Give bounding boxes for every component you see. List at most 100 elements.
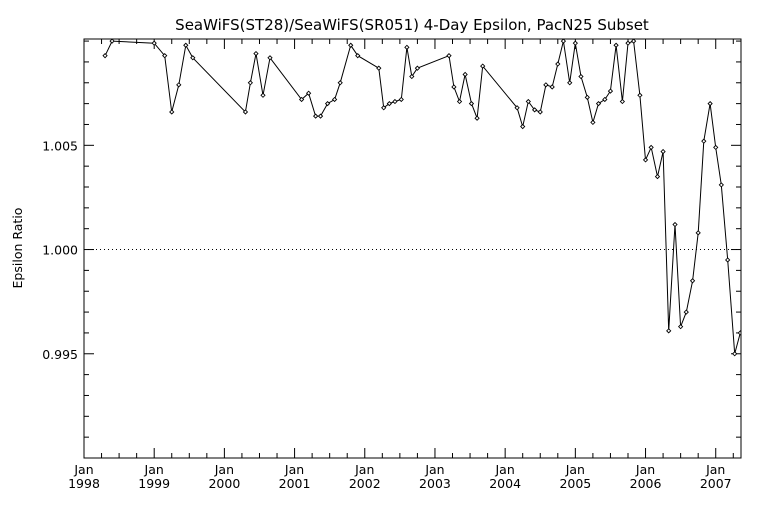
data-point xyxy=(462,71,468,78)
data-point xyxy=(247,80,253,86)
x-tick-label-month: Jan xyxy=(565,462,585,477)
y-axis-label: Epsilon Ratio xyxy=(10,208,25,289)
data-point xyxy=(109,39,115,44)
x-tick-label-year: 2006 xyxy=(630,476,662,491)
data-point xyxy=(355,53,361,59)
x-tick-label-month: Jan xyxy=(214,462,234,477)
data-point xyxy=(672,221,678,228)
data-point xyxy=(642,157,649,163)
data-point xyxy=(695,230,701,236)
data-point xyxy=(560,39,567,44)
epsilon-series-line xyxy=(104,40,741,354)
data-point xyxy=(376,65,382,71)
plot-area xyxy=(102,39,741,357)
data-point xyxy=(176,82,182,88)
data-point xyxy=(607,88,614,94)
y-tick-label: 1.000 xyxy=(42,243,78,258)
data-point xyxy=(190,55,196,61)
x-tick-label-year: 1998 xyxy=(68,476,100,491)
data-point xyxy=(260,92,266,98)
data-point xyxy=(520,123,526,130)
data-point xyxy=(654,173,661,180)
data-point xyxy=(446,53,452,59)
x-tick-label-year: 1999 xyxy=(138,476,170,491)
data-point xyxy=(392,98,398,105)
x-tick-label-month: Jan xyxy=(284,462,304,477)
data-point xyxy=(404,44,410,50)
data-point xyxy=(732,351,738,357)
axis-ticks xyxy=(83,39,741,459)
x-tick-label-month: Jan xyxy=(144,462,164,477)
x-tick-label-year: 2003 xyxy=(419,476,451,491)
tick-labels: 0.9951.0001.005Jan1998Jan1999Jan2000Jan2… xyxy=(42,138,731,491)
data-point xyxy=(660,148,666,155)
data-point xyxy=(555,61,561,67)
x-tick-label-year: 2004 xyxy=(489,476,521,491)
x-tick-label-month: Jan xyxy=(73,462,93,477)
data-point xyxy=(677,324,684,330)
data-point xyxy=(474,115,480,121)
data-point xyxy=(398,96,404,103)
x-tick-label-month: Jan xyxy=(705,462,725,477)
data-point xyxy=(701,138,707,144)
data-point xyxy=(324,100,331,107)
data-point xyxy=(625,40,631,46)
data-point xyxy=(666,328,672,334)
data-point xyxy=(637,92,643,98)
data-point xyxy=(451,84,457,90)
data-point xyxy=(514,105,520,111)
data-point xyxy=(480,63,486,69)
data-point xyxy=(718,182,724,188)
x-tick-label-year: 2001 xyxy=(279,476,311,491)
data-point xyxy=(305,90,312,96)
data-point xyxy=(648,144,654,151)
series-markers xyxy=(102,39,741,357)
data-point xyxy=(567,80,573,86)
data-point xyxy=(183,42,189,48)
data-point xyxy=(689,278,696,284)
data-point xyxy=(409,73,415,80)
data-point xyxy=(525,98,531,105)
data-point xyxy=(531,107,538,113)
data-point xyxy=(707,100,713,107)
data-point xyxy=(348,42,354,48)
data-point xyxy=(737,330,741,336)
chart-title: SeaWiFS(ST28)/SeaWiFS(SR051) 4-Day Epsil… xyxy=(175,16,649,34)
data-point xyxy=(537,109,543,115)
data-point xyxy=(298,96,305,103)
y-tick-label: 1.005 xyxy=(42,138,78,153)
data-point xyxy=(381,105,387,111)
data-point xyxy=(317,113,324,119)
data-point xyxy=(613,42,619,48)
x-tick-label-month: Jan xyxy=(424,462,444,477)
y-tick-label: 0.995 xyxy=(42,347,78,362)
data-point xyxy=(169,109,175,115)
data-point xyxy=(584,94,590,101)
plot-frame xyxy=(83,38,742,459)
data-point xyxy=(468,100,475,107)
data-point xyxy=(595,100,602,107)
data-point xyxy=(242,109,249,115)
data-point xyxy=(725,257,731,263)
data-point xyxy=(683,309,689,315)
x-tick-label-year: 2000 xyxy=(208,476,240,491)
data-point xyxy=(151,40,157,46)
data-point xyxy=(578,73,584,80)
data-point xyxy=(312,113,319,119)
data-point xyxy=(337,80,343,86)
data-point xyxy=(619,98,626,105)
x-tick-label-year: 2002 xyxy=(349,476,381,491)
data-point xyxy=(253,50,259,57)
data-point xyxy=(162,53,168,59)
data-point xyxy=(549,84,555,90)
data-point xyxy=(543,82,549,88)
data-point xyxy=(414,65,421,71)
data-point xyxy=(630,39,637,44)
data-point xyxy=(331,96,338,103)
x-tick-label-month: Jan xyxy=(635,462,655,477)
data-point xyxy=(267,55,273,61)
x-tick-label-month: Jan xyxy=(495,462,515,477)
data-point xyxy=(590,119,596,126)
data-point xyxy=(102,53,108,59)
